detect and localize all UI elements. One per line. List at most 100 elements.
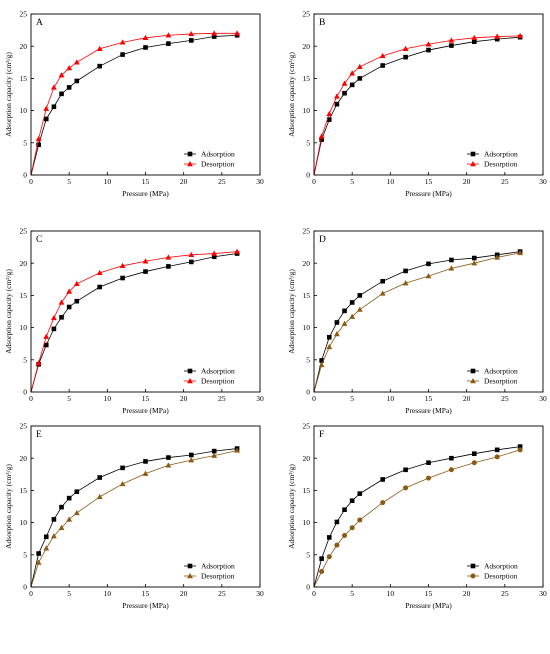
- data-point-adsorption: [494, 36, 500, 42]
- data-point-desorption: [165, 462, 172, 468]
- legend-entry: Adsorption: [201, 150, 235, 159]
- x-tick-label: 5: [350, 394, 354, 403]
- data-point-adsorption: [349, 300, 355, 305]
- data-point-adsorption: [43, 116, 49, 122]
- data-point-adsorption: [51, 104, 57, 110]
- data-point-desorption: [119, 39, 126, 45]
- data-point-desorption: [379, 52, 386, 59]
- data-point-adsorption: [51, 326, 57, 332]
- x-tick-label: 5: [350, 177, 354, 186]
- data-point-adsorption: [66, 495, 72, 501]
- data-point-desorption: [448, 265, 455, 271]
- data-point-adsorption: [74, 78, 80, 84]
- data-point-desorption: [319, 569, 325, 575]
- data-point-adsorption: [342, 507, 347, 513]
- data-point-adsorption: [189, 259, 194, 265]
- data-point-desorption: [349, 313, 356, 319]
- y-tick-label: 25: [20, 10, 28, 19]
- y-tick-label: 10: [20, 106, 28, 115]
- data-point-adsorption: [426, 460, 431, 466]
- legend-marker: [187, 368, 193, 374]
- data-point-adsorption: [51, 517, 57, 522]
- x-tick-label: 30: [256, 394, 264, 403]
- x-tick-label: 0: [29, 177, 33, 186]
- y-axis-label: Adsorption capacity (cm³/g): [287, 464, 296, 549]
- data-point-desorption: [119, 480, 126, 487]
- data-point-adsorption: [66, 304, 72, 310]
- legend-entry: Desorption: [201, 572, 235, 581]
- panel-b: 0 5 10 15 20 25 30 0 5 10 15 20 25 B Pressure (MPa) Ads…: [287, 10, 547, 198]
- legend-entry: Desorption: [201, 377, 235, 386]
- y-tick-label: 15: [20, 291, 28, 300]
- x-tick-label: 15: [142, 177, 150, 186]
- x-tick-label: 10: [387, 589, 395, 598]
- data-point-adsorption: [349, 82, 355, 88]
- legend-marker: [187, 563, 193, 569]
- data-point-desorption: [51, 314, 57, 321]
- data-point-adsorption: [143, 459, 148, 464]
- data-point-desorption: [356, 63, 363, 70]
- data-point-adsorption: [59, 504, 64, 510]
- data-point-desorption: [211, 30, 218, 36]
- legend-entry: Adsorption: [484, 367, 518, 376]
- data-point-desorption: [494, 254, 501, 260]
- legend-marker: [187, 573, 193, 579]
- legend-marker: [470, 151, 476, 157]
- data-point-desorption: [326, 554, 332, 560]
- y-tick-label: 25: [20, 422, 28, 431]
- data-point-adsorption: [334, 101, 340, 107]
- x-tick-label: 20: [180, 177, 188, 186]
- legend-marker: [187, 378, 193, 384]
- data-point-desorption: [471, 260, 478, 266]
- data-point-desorption: [341, 320, 348, 326]
- data-point-adsorption: [517, 444, 523, 449]
- x-tick-label: 5: [350, 589, 354, 598]
- data-point-adsorption: [97, 63, 102, 69]
- data-point-adsorption: [211, 448, 217, 454]
- x-tick-label: 0: [29, 589, 33, 598]
- data-point-adsorption: [143, 269, 148, 274]
- data-point-desorption: [73, 509, 80, 516]
- series-line-adsorption: [313, 446, 521, 588]
- series-line-adsorption: [30, 448, 238, 588]
- data-point-adsorption: [426, 47, 431, 53]
- panel-c: 0 5 10 15 20 25 30 0 5 10 15 20 25 C Pressure (MPa) Ads…: [4, 227, 264, 415]
- data-point-desorption: [517, 32, 523, 39]
- data-point-desorption: [471, 34, 478, 41]
- y-tick-label: 20: [303, 42, 311, 51]
- data-point-adsorption: [349, 498, 355, 504]
- data-point-adsorption: [326, 535, 332, 540]
- data-point-adsorption: [380, 278, 385, 284]
- legend-entry: Adsorption: [201, 367, 235, 376]
- data-point-adsorption: [120, 52, 125, 57]
- data-point-adsorption: [211, 254, 217, 260]
- data-point-adsorption: [120, 465, 125, 471]
- data-point-desorption: [96, 493, 103, 500]
- x-axis-label: Pressure (MPa): [405, 601, 452, 610]
- data-point-desorption: [471, 460, 477, 466]
- data-point-desorption: [96, 45, 103, 51]
- y-tick-label: 0: [23, 388, 27, 397]
- x-tick-label: 25: [501, 394, 509, 403]
- y-tick-label: 15: [20, 486, 28, 495]
- legend-entry: Adsorption: [484, 150, 518, 159]
- data-point-adsorption: [120, 275, 125, 281]
- series-line-desorption: [313, 252, 521, 393]
- panel-label: D: [319, 235, 326, 245]
- x-axis-label: Pressure (MPa): [122, 601, 169, 610]
- data-point-desorption: [58, 524, 65, 530]
- series-line-desorption: [313, 35, 521, 176]
- data-point-desorption: [43, 333, 50, 339]
- x-tick-label: 15: [142, 589, 150, 598]
- data-point-adsorption: [211, 34, 217, 39]
- data-point-adsorption: [449, 43, 454, 48]
- x-tick-label: 10: [387, 177, 395, 186]
- y-tick-label: 5: [306, 355, 310, 364]
- x-tick-label: 10: [104, 177, 112, 186]
- data-point-desorption: [494, 454, 500, 460]
- x-tick-label: 10: [104, 589, 112, 598]
- y-tick-label: 0: [23, 583, 27, 592]
- legend-marker: [470, 378, 476, 384]
- x-tick-label: 25: [218, 589, 226, 598]
